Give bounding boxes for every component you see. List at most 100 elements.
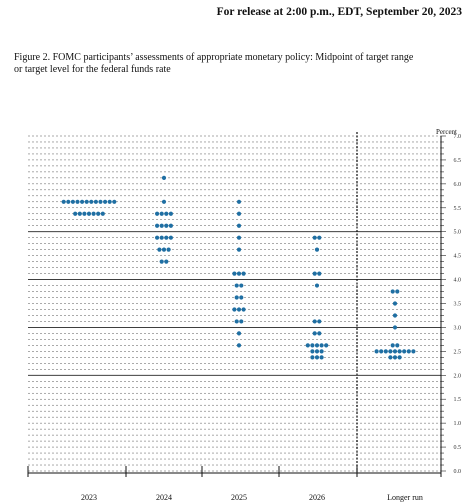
participant-dot xyxy=(312,235,317,240)
participant-dot xyxy=(319,355,324,360)
participant-dot xyxy=(103,199,108,204)
participant-dot xyxy=(61,199,66,204)
participant-dot xyxy=(317,319,322,324)
participant-dot xyxy=(164,211,169,216)
participant-dot xyxy=(112,199,117,204)
participant-dot xyxy=(236,223,242,228)
participant-dot xyxy=(155,223,160,228)
y-tick-label: 4.5 xyxy=(454,254,462,260)
x-category-label: 2023 xyxy=(81,493,97,502)
participant-dot xyxy=(89,199,94,204)
x-category-labels: 2023 2024 2025 2026 Longer run xyxy=(81,493,423,502)
participant-dot xyxy=(310,355,315,360)
participant-dot xyxy=(392,301,398,306)
participant-dot xyxy=(86,211,92,216)
participant-dot xyxy=(84,199,89,204)
x-category-label: 2026 xyxy=(309,493,325,502)
participant-dot xyxy=(312,271,317,276)
participant-dot xyxy=(314,343,320,348)
participant-dot xyxy=(236,211,242,216)
participant-dot xyxy=(166,247,171,252)
participant-dot xyxy=(305,343,310,348)
data-dots xyxy=(61,175,416,360)
participant-dot xyxy=(232,271,237,276)
y-tick-label: 3.5 xyxy=(454,302,462,308)
participant-dot xyxy=(80,199,85,204)
y-tick-labels: 0.0 0.5 1.0 1.5 2.0 2.5 3.0 3.5 4.0 4.5 5.0 5.5 6.0 6… xyxy=(454,134,462,475)
participant-dot xyxy=(392,349,398,354)
figure-caption-line-2: or target level for the federal funds ra… xyxy=(14,64,171,75)
participant-dot xyxy=(236,199,242,204)
participant-dot xyxy=(159,259,164,264)
x-category-label: 2024 xyxy=(156,493,172,502)
participant-dot xyxy=(164,235,169,240)
participant-dot xyxy=(164,259,169,264)
participant-dot xyxy=(164,223,169,228)
participant-dot xyxy=(241,271,246,276)
participant-dot xyxy=(379,349,384,354)
participant-dot xyxy=(73,211,78,216)
y-tick-label: 1.5 xyxy=(454,397,462,403)
participant-dot xyxy=(100,211,105,216)
participant-dot xyxy=(319,343,324,348)
participant-dot xyxy=(317,271,322,276)
y-axis-label: Percent xyxy=(436,128,457,136)
participant-dot xyxy=(159,211,164,216)
y-tick-label: 0.5 xyxy=(454,445,462,451)
participant-dot xyxy=(317,331,322,336)
participant-dot xyxy=(392,355,398,360)
participant-dot xyxy=(319,349,324,354)
participant-dot xyxy=(397,349,402,354)
participant-dot xyxy=(159,223,164,228)
participant-dot xyxy=(390,289,395,294)
participant-dot xyxy=(236,235,242,240)
participant-dot xyxy=(232,307,237,312)
x-category-label: Longer run xyxy=(387,493,423,502)
participant-dot xyxy=(317,235,322,240)
participant-dot xyxy=(312,319,317,324)
participant-dot xyxy=(383,349,388,354)
release-date-header: For release at 2:00 p.m., EDT, September… xyxy=(216,6,462,18)
participant-dot xyxy=(155,211,160,216)
participant-dot xyxy=(236,247,242,252)
participant-dot xyxy=(392,313,398,318)
participant-dot xyxy=(168,211,173,216)
participant-dot xyxy=(388,355,393,360)
participant-dot xyxy=(239,319,244,324)
y-tick-label: 6.5 xyxy=(454,158,462,164)
participant-dot xyxy=(234,283,239,288)
participant-dot xyxy=(397,355,402,360)
participant-dot xyxy=(310,349,315,354)
participant-dot xyxy=(402,349,407,354)
participant-dot xyxy=(395,289,400,294)
participant-dot xyxy=(234,295,239,300)
participant-dot xyxy=(107,199,112,204)
y-tick-label: 2.0 xyxy=(454,373,462,379)
participant-dot xyxy=(157,247,162,252)
participant-dot xyxy=(241,307,246,312)
y-tick-label: 6.0 xyxy=(454,182,462,188)
participant-dot xyxy=(312,331,317,336)
y-tick-label: 5.5 xyxy=(454,206,462,212)
x-category-label: 2025 xyxy=(231,493,247,502)
y-tick-label: 4.0 xyxy=(454,278,462,284)
participant-dot xyxy=(98,199,103,204)
participant-dot xyxy=(314,349,320,354)
y-tick-label: 0.0 xyxy=(454,469,462,475)
participant-dot xyxy=(168,223,173,228)
participant-dot xyxy=(234,319,239,324)
participant-dot xyxy=(374,349,379,354)
axes xyxy=(27,132,442,477)
gridlines xyxy=(28,135,446,472)
participant-dot xyxy=(66,199,71,204)
participant-dot xyxy=(155,235,160,240)
y-tick-label: 2.5 xyxy=(454,349,462,355)
participant-dot xyxy=(168,235,173,240)
participant-dot xyxy=(93,199,98,204)
y-tick-label: 3.0 xyxy=(454,325,462,331)
participant-dot xyxy=(77,211,82,216)
y-tick-label: 7.0 xyxy=(454,134,462,140)
participant-dot xyxy=(395,343,400,348)
participant-dot xyxy=(239,283,244,288)
